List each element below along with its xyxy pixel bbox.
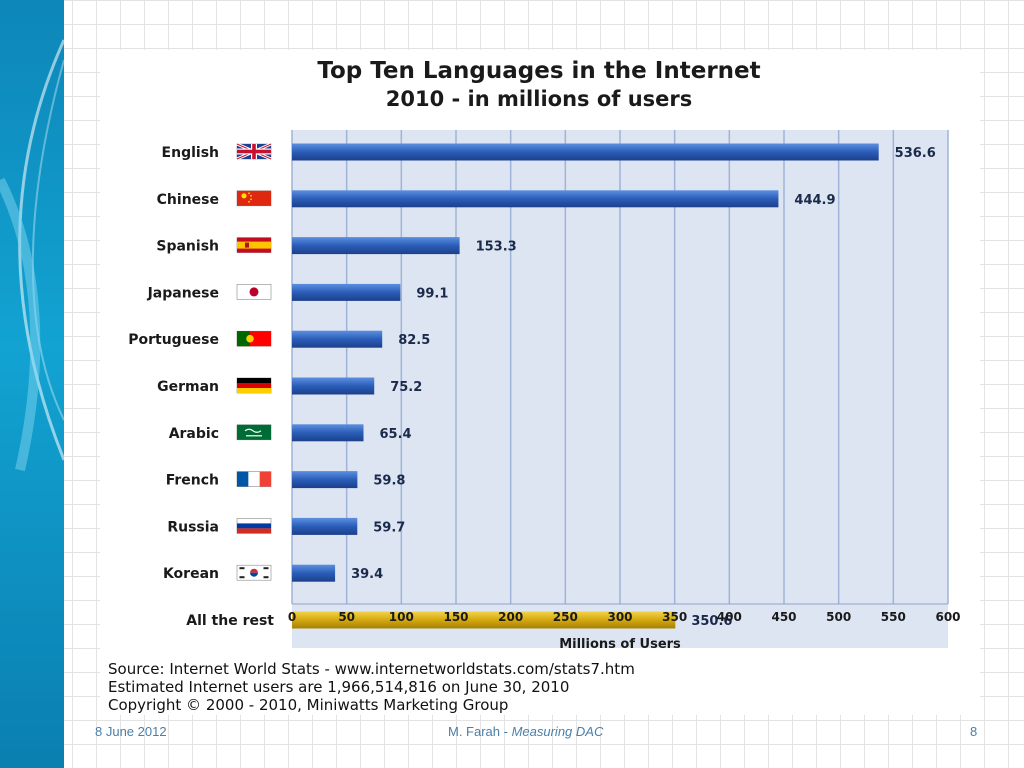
value-label: 444.9 xyxy=(794,193,835,208)
bar xyxy=(292,611,676,629)
chart-canvas: Top Ten Languages in the Internet 2010 -… xyxy=(108,58,961,714)
category-label: Japanese xyxy=(147,285,219,301)
x-tick-label: 150 xyxy=(443,610,468,624)
portugal-flag-icon xyxy=(236,330,272,347)
x-tick-label: 300 xyxy=(607,610,632,624)
x-tick-label: 0 xyxy=(288,610,296,624)
footer-author-title: M. Farah - Measuring DAC xyxy=(448,724,603,739)
china-flag-icon xyxy=(236,190,272,207)
value-label: 153.3 xyxy=(476,240,517,255)
uk-flag-icon xyxy=(236,142,272,161)
japan-flag-icon xyxy=(236,284,272,300)
value-label: 82.5 xyxy=(398,333,430,348)
x-tick-label: 250 xyxy=(553,610,578,624)
x-axis-label: Millions of Users xyxy=(559,637,681,652)
bar xyxy=(292,517,358,535)
bar xyxy=(292,330,383,348)
value-label: 59.8 xyxy=(373,474,405,489)
category-label: Spanish xyxy=(156,239,219,255)
category-label: Russia xyxy=(167,519,219,535)
value-label: 59.7 xyxy=(373,520,405,535)
value-label: 350.6 xyxy=(691,614,732,629)
category-label: French xyxy=(166,473,219,489)
x-tick-label: 350 xyxy=(662,610,687,624)
value-label: 536.6 xyxy=(895,146,936,161)
bar xyxy=(292,424,364,442)
category-label: English xyxy=(162,145,219,161)
side-decoration-band xyxy=(0,0,64,768)
x-tick-label: 200 xyxy=(498,610,523,624)
chart-title: Top Ten Languages in the Internet xyxy=(317,58,760,84)
source-line-2: Estimated Internet users are 1,966,514,8… xyxy=(108,678,569,696)
x-tick-label: 400 xyxy=(717,610,742,624)
value-label: 99.1 xyxy=(416,286,448,301)
bar xyxy=(292,283,401,301)
chart-image: Top Ten Languages in the Internet 2010 -… xyxy=(100,50,980,715)
bar xyxy=(292,190,779,208)
value-label: 65.4 xyxy=(380,427,412,442)
source-line-1: Source: Internet World Stats - www.inter… xyxy=(108,660,635,678)
footer-author: M. Farah - xyxy=(448,724,512,739)
x-tick-label: 550 xyxy=(881,610,906,624)
value-labels: 536.6 444.9 153.3 99.1 82.5 75.2 65.4 59.8 59.7 3… xyxy=(351,146,936,629)
category-label: Portuguese xyxy=(128,332,219,348)
category-label: German xyxy=(157,379,219,395)
bar xyxy=(292,377,375,395)
x-tick-label: 100 xyxy=(389,610,414,624)
x-tick-label: 600 xyxy=(935,610,960,624)
france-flag-icon xyxy=(236,471,272,487)
value-label: 75.2 xyxy=(390,380,422,395)
bar xyxy=(292,237,460,255)
footer-page-number: 8 xyxy=(970,724,978,739)
flag-icons xyxy=(236,142,272,581)
bar xyxy=(292,564,336,582)
x-tick-label: 500 xyxy=(826,610,851,624)
bars xyxy=(292,143,879,629)
spain-flag-icon xyxy=(236,237,272,253)
x-tick-label: 50 xyxy=(338,610,355,624)
source-line-3: Copyright © 2000 - 2010, Miniwatts Marke… xyxy=(108,696,508,714)
category-label: Chinese xyxy=(157,192,219,208)
category-labels: English Chinese Spanish Japanese Portuguese G… xyxy=(128,145,274,629)
bar xyxy=(292,143,879,161)
chart-subtitle: 2010 - in millions of users xyxy=(386,87,693,111)
value-label: 39.4 xyxy=(351,567,383,582)
footer-date: 8 June 2012 xyxy=(95,724,167,739)
category-label: Arabic xyxy=(169,426,219,442)
category-label: All the rest xyxy=(186,613,274,629)
korea-flag-icon xyxy=(236,564,272,581)
footer-talk-title: Measuring DAC xyxy=(511,724,604,739)
bar xyxy=(292,471,358,489)
saudi-arabia-flag-icon xyxy=(236,424,272,441)
germany-flag-icon xyxy=(236,377,272,394)
x-tick-label: 450 xyxy=(771,610,796,624)
side-swoosh-decoration xyxy=(0,39,64,472)
category-label: Korean xyxy=(163,566,219,582)
russia-flag-icon xyxy=(236,518,272,534)
x-tick-labels: 0 50 100 150 200 250 300 350 400 450 500 550 600 xyxy=(288,610,961,624)
grid-lines xyxy=(291,130,949,605)
